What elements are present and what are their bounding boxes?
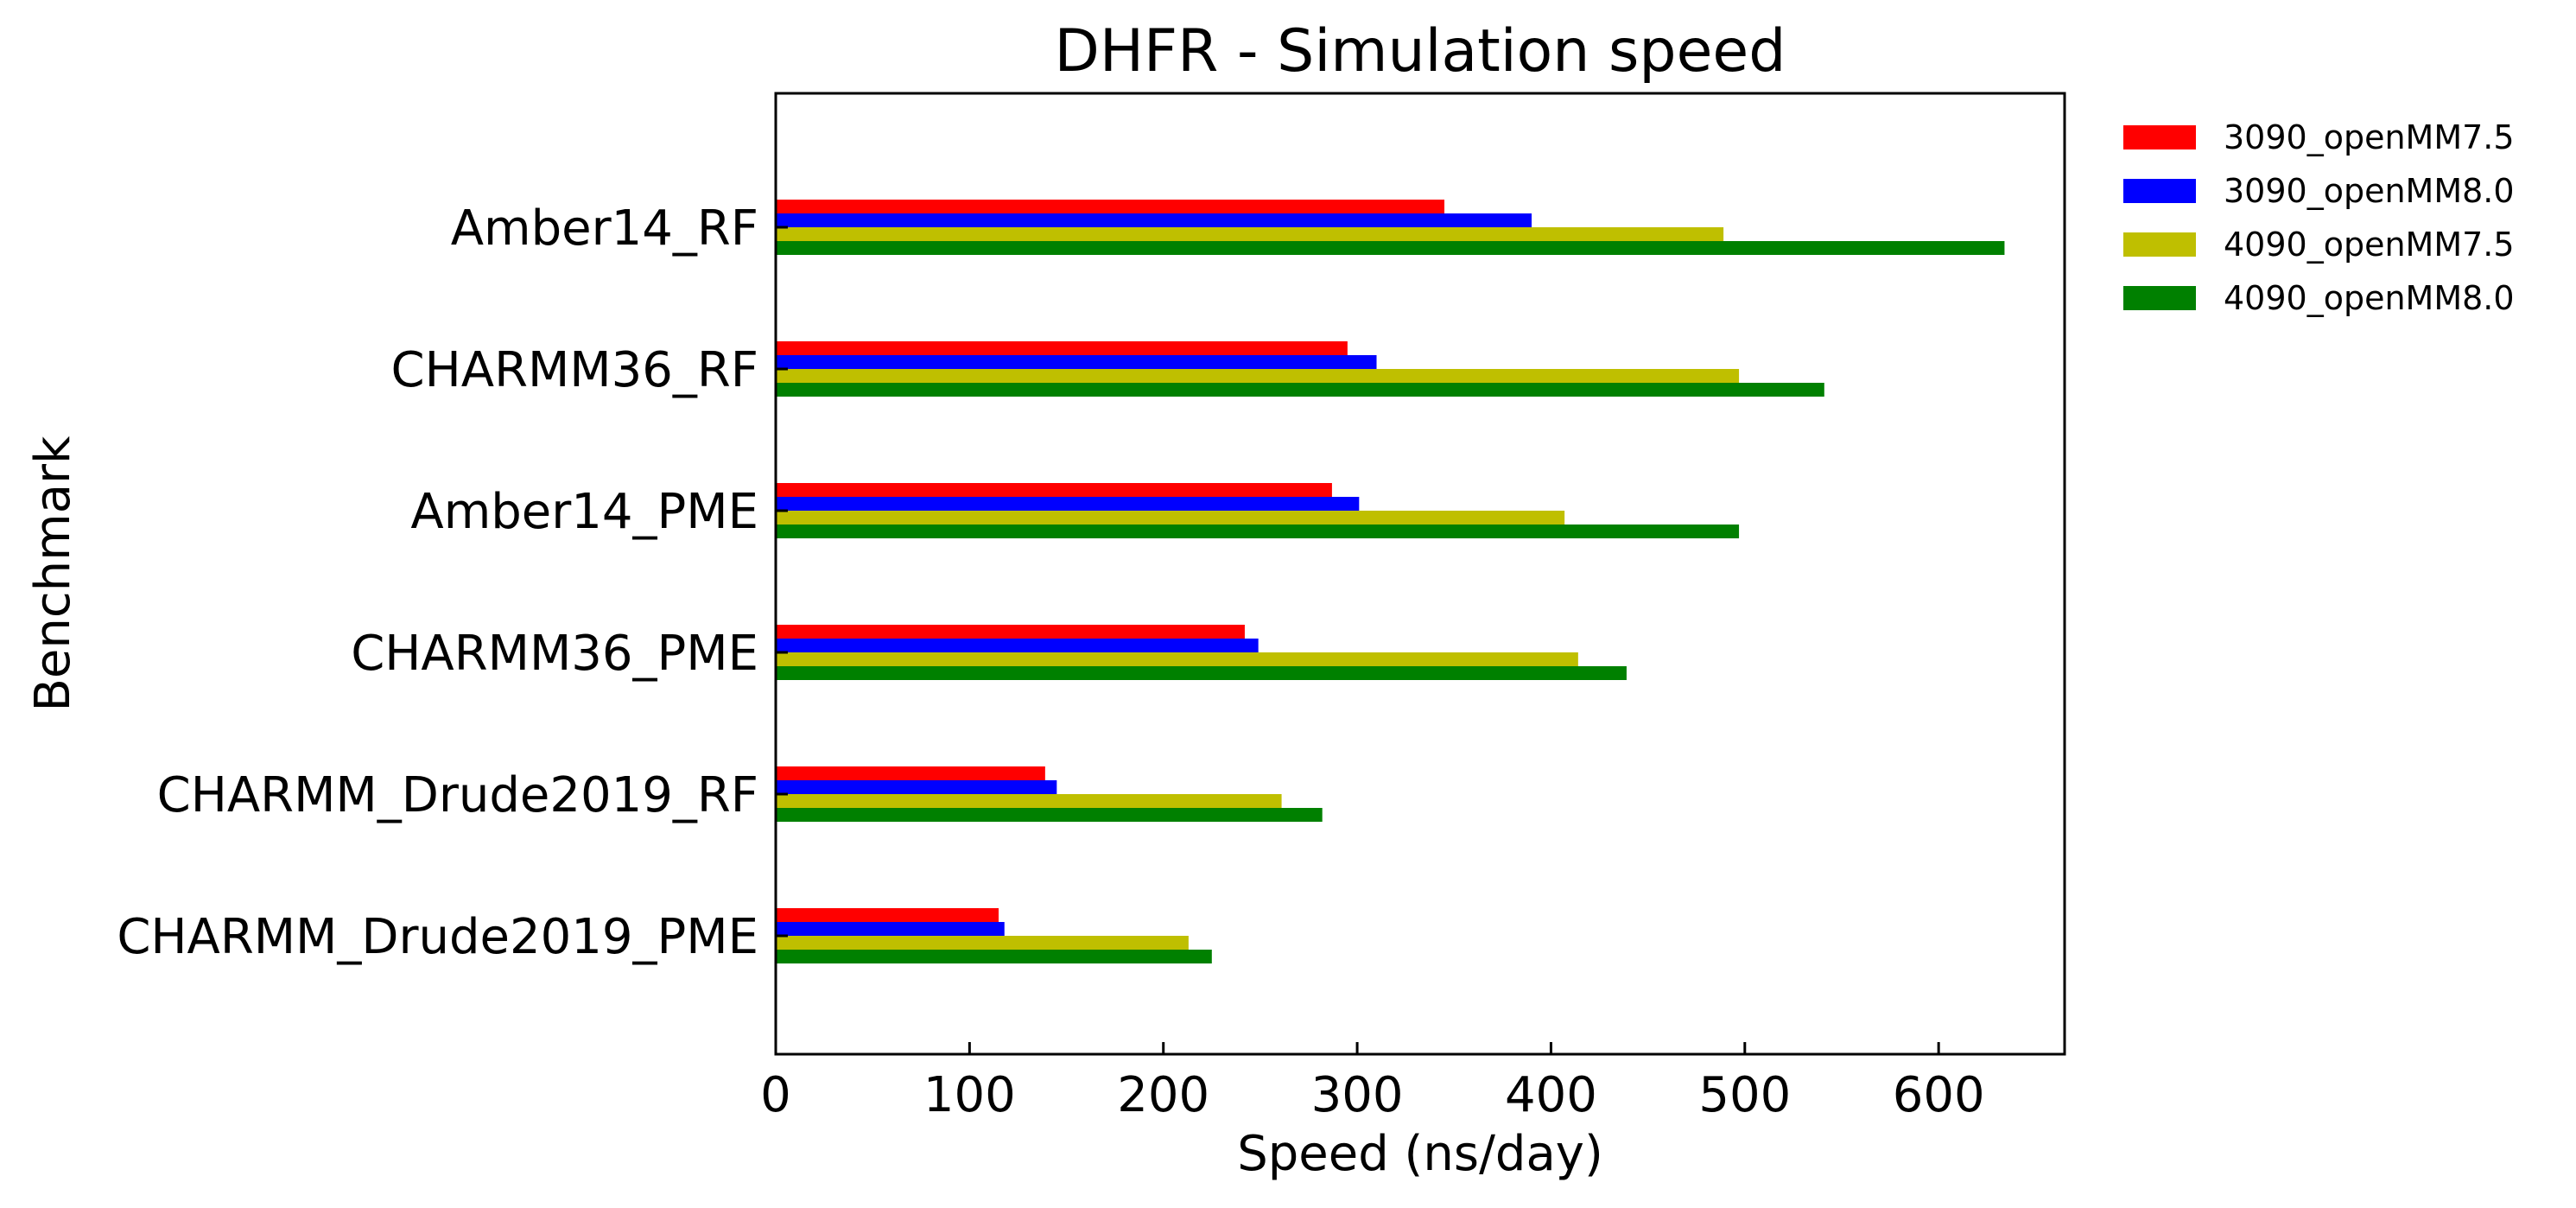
legend-swatch-4090-openmm8-0 [2123, 286, 2196, 310]
bar-charmm36-pme-3090-openmm7-5 [776, 625, 1245, 639]
bar-amber14-pme-3090-openmm8-0 [776, 497, 1360, 511]
y-tick-label: CHARMM_Drude2019_RF [157, 767, 758, 823]
bar-amber14-pme-4090-openmm8-0 [776, 525, 1740, 538]
legend-swatch-4090-openmm7-5 [2123, 232, 2196, 257]
bar-charmm36-rf-4090-openmm7-5 [776, 369, 1740, 383]
bar-charmm-drude2019-pme-4090-openmm8-0 [776, 950, 1212, 963]
x-tick-label: 200 [1117, 1067, 1209, 1123]
y-axis-label: Benchmark [25, 436, 81, 712]
bar-amber14-pme-3090-openmm7-5 [776, 483, 1332, 497]
bar-amber14-pme-4090-openmm7-5 [776, 511, 1565, 525]
x-tick-label: 0 [760, 1067, 791, 1123]
bar-charmm36-pme-4090-openmm8-0 [776, 666, 1627, 680]
x-tick-label: 300 [1311, 1067, 1404, 1123]
bar-charmm-drude2019-pme-4090-openmm7-5 [776, 936, 1189, 950]
legend-swatch-3090-openmm7-5 [2123, 125, 2196, 149]
legend: 3090_openMM7.5 3090_openMM8.0 4090_openMM7… [2123, 118, 2515, 317]
x-tick-label: 500 [1698, 1067, 1791, 1123]
y-tick-label: Amber14_PME [410, 484, 758, 540]
chart-title: DHFR - Simulation speed [1055, 17, 1786, 86]
bar-charmm36-pme-4090-openmm7-5 [776, 652, 1578, 666]
bar-charmm-drude2019-pme-3090-openmm7-5 [776, 908, 999, 922]
bar-amber14-rf-4090-openmm8-0 [776, 241, 2005, 255]
x-tick-label: 100 [923, 1067, 1016, 1123]
y-tick-label: CHARMM_Drude2019_PME [117, 909, 758, 965]
bar-charmm-drude2019-rf-3090-openmm8-0 [776, 780, 1057, 794]
x-axis-label: Speed (ns/day) [1237, 1126, 1603, 1182]
bar-charmm-drude2019-rf-4090-openmm8-0 [776, 808, 1323, 822]
y-tick-label: CHARMM36_RF [391, 342, 758, 398]
x-tick-label: 600 [1893, 1067, 1985, 1123]
bar-charmm36-rf-4090-openmm8-0 [776, 383, 1824, 397]
legend-label-3090-openmm8-0: 3090_openMM8.0 [2224, 172, 2515, 210]
bars-layer [776, 200, 2005, 963]
bar-amber14-rf-4090-openmm7-5 [776, 227, 1724, 241]
y-tick-label: Amber14_RF [451, 200, 758, 257]
bar-charmm-drude2019-rf-4090-openmm7-5 [776, 794, 1282, 808]
legend-label-4090-openmm7-5: 4090_openMM7.5 [2224, 226, 2515, 264]
bar-charmm36-rf-3090-openmm7-5 [776, 341, 1348, 355]
legend-label-3090-openmm7-5: 3090_openMM7.5 [2224, 118, 2515, 156]
bar-charmm-drude2019-rf-3090-openmm7-5 [776, 766, 1045, 780]
x-tick-label: 400 [1505, 1067, 1597, 1123]
y-tick-label: CHARMM36_PME [351, 626, 758, 682]
plot-frame [774, 92, 2066, 1056]
bar-charmm36-pme-3090-openmm8-0 [776, 639, 1259, 652]
bar-amber14-rf-3090-openmm8-0 [776, 213, 1532, 227]
legend-label-4090-openmm8-0: 4090_openMM8.0 [2224, 279, 2515, 317]
ticks-layer: 0 100 200 300 400 500 600 Amber14_RF CHARMM36_RF… [117, 200, 1984, 1123]
legend-swatch-3090-openmm8-0 [2123, 179, 2196, 203]
bar-charmm36-rf-3090-openmm8-0 [776, 355, 1377, 369]
bar-amber14-rf-3090-openmm7-5 [776, 200, 1445, 213]
bar-charmm-drude2019-pme-3090-openmm8-0 [776, 922, 1005, 936]
